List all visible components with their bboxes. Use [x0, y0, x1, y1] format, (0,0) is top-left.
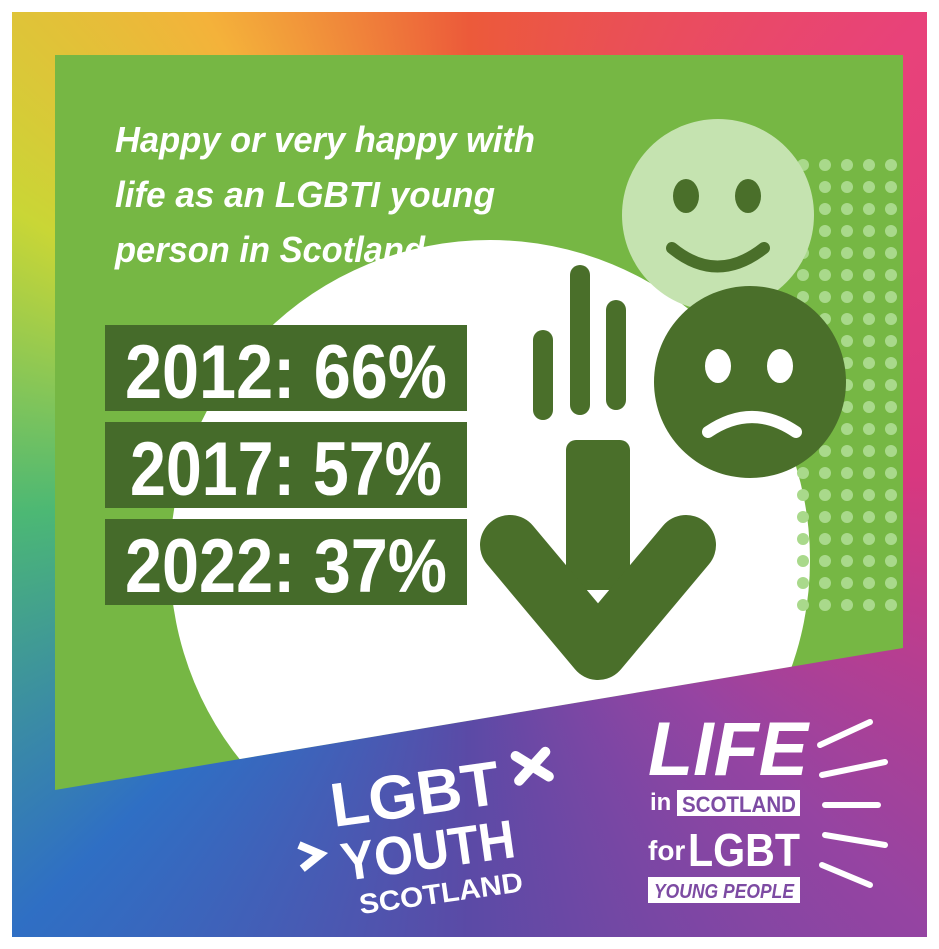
- logo-text: in: [650, 789, 671, 816]
- logo-text: LGBT: [688, 824, 800, 876]
- logo-text: SCOTLAND: [682, 792, 796, 817]
- logo-text: YOUNG PEOPLE: [654, 881, 795, 903]
- life-logo: LIFE in SCOTLAND for LGBT YOUNG PEOPLE: [648, 707, 885, 903]
- stat-text: 2022: 37%: [125, 524, 447, 609]
- happy-face: [622, 119, 814, 311]
- stat-text: 2017: 57%: [130, 427, 442, 512]
- headline-line: life as an LGBTI young: [115, 174, 495, 215]
- page: Happy or very happy with life as an LGBT…: [0, 0, 939, 949]
- logo-text: for: [648, 835, 685, 866]
- lgbt-youth-logo: LGBT YOUTH SCOTLAND: [289, 742, 565, 927]
- headline-line: person in Scotland: [114, 229, 426, 270]
- headline-line: Happy or very happy with: [115, 119, 535, 160]
- stat-text: 2012: 66%: [125, 330, 447, 415]
- sad-face: [654, 286, 846, 478]
- logo-text: LIFE: [648, 707, 810, 792]
- infographic: Happy or very happy with life as an LGBT…: [0, 0, 939, 949]
